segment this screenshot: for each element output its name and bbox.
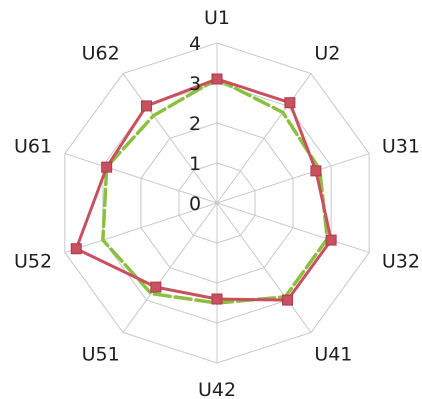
- category-label: U42: [198, 379, 236, 399]
- series-marker: [310, 165, 322, 177]
- radar-series-group: [70, 73, 337, 306]
- category-label: U62: [82, 43, 120, 65]
- series-marker: [211, 293, 223, 305]
- axis-spoke: [216, 153, 370, 204]
- radial-tick-labels: 0 1 2 3 4: [189, 33, 201, 215]
- category-label: U41: [314, 343, 352, 365]
- radial-tick-label: 3: [189, 73, 201, 95]
- category-label: U2: [314, 43, 340, 65]
- radial-tick-label: 1: [189, 153, 201, 175]
- axis-spoke: [216, 73, 312, 204]
- series-marker: [211, 73, 223, 85]
- series-marker: [284, 97, 296, 109]
- radial-tick-label: 2: [189, 113, 201, 135]
- axis-spoke: [122, 202, 218, 333]
- category-label: U51: [82, 343, 120, 365]
- series-marker: [70, 243, 82, 255]
- category-axis-labels: U1 U2 U31 U32 U41 U42 U51 U52 U61 U62: [14, 7, 420, 399]
- category-label: U32: [382, 250, 420, 272]
- category-label: U52: [14, 250, 52, 272]
- category-label: U1: [204, 7, 230, 29]
- axis-spoke: [64, 153, 218, 204]
- category-label: U61: [14, 136, 52, 158]
- series-marker: [282, 294, 294, 306]
- axis-spoke: [64, 202, 218, 253]
- axis-spoke: [216, 202, 312, 333]
- category-label: U31: [382, 136, 420, 158]
- axis-spoke: [216, 202, 370, 253]
- radial-tick-label: 4: [189, 33, 201, 55]
- radar-grid: [64, 42, 370, 364]
- radial-tick-label: 0: [189, 193, 201, 215]
- series-marker: [325, 234, 337, 246]
- axis-spoke: [122, 73, 218, 204]
- series-marker: [101, 161, 113, 173]
- series-marker: [150, 281, 162, 293]
- series-marker: [140, 100, 152, 112]
